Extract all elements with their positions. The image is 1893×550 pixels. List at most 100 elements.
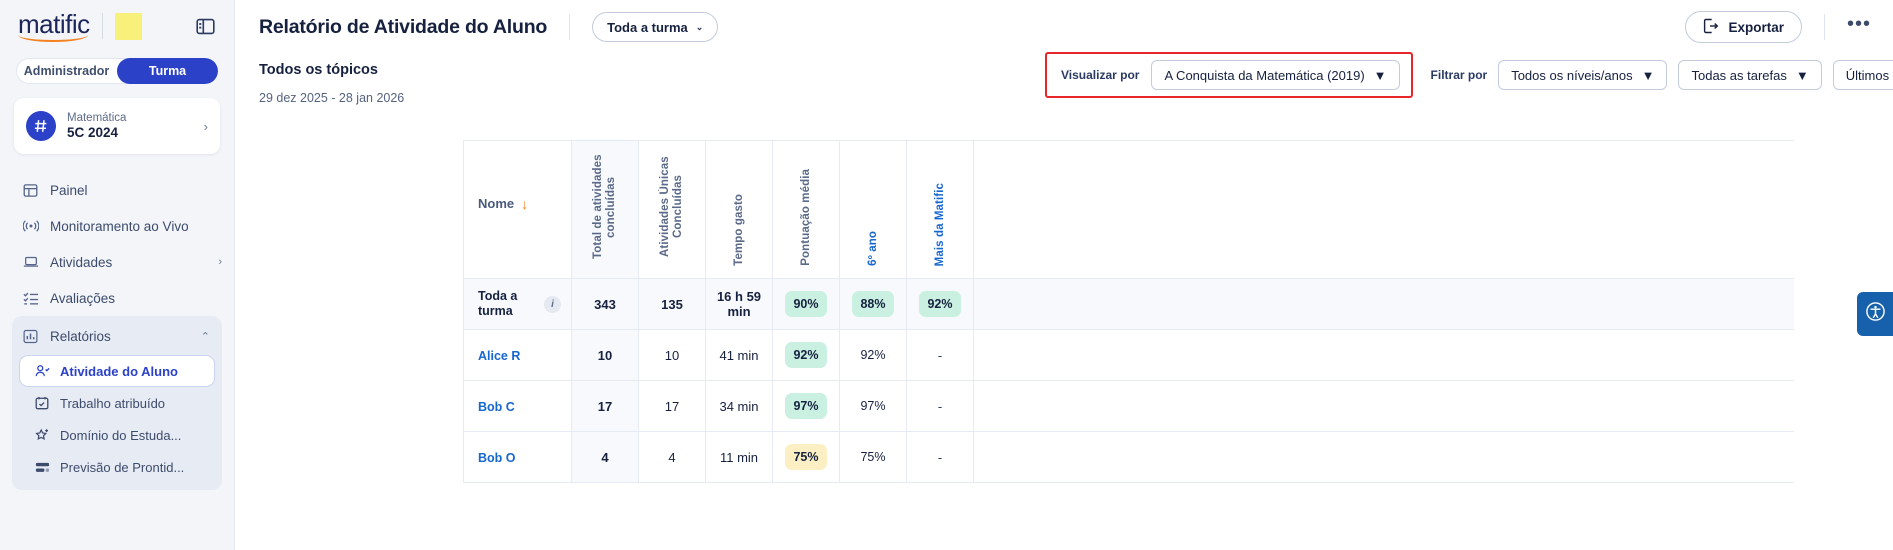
sidebar-label-monitoramento: Monitoramento ao Vivo (50, 218, 189, 234)
summary-total: 343 (571, 278, 639, 330)
class-meta: Matemática 5C 2024 (67, 112, 126, 140)
sidebar-item-trabalho-atribuido[interactable]: Trabalho atribuído (20, 388, 214, 418)
accessibility-icon (1865, 301, 1886, 327)
header-divider (569, 14, 571, 40)
student-name-link[interactable]: Bob O (478, 450, 516, 465)
table-header-row: Nome ↓ Total de atividades concluídas At… (463, 140, 1794, 279)
header-grade-6-label: 6º ano (866, 231, 879, 266)
logo-swoosh-icon (18, 35, 88, 42)
student-name-cell[interactable]: Bob O (463, 431, 572, 483)
sidebar-nav: Painel Monitoramento ao Vivo (0, 172, 234, 490)
header-total-activities-label: Total de atividades concluídas (592, 154, 617, 260)
header-average-score[interactable]: Pontuação média (772, 140, 840, 279)
summary-name-inner: Toda a turma i (478, 289, 571, 319)
header-divider-2 (1823, 14, 1825, 40)
export-label: Exportar (1728, 19, 1784, 35)
header-time-spent[interactable]: Tempo gasto (705, 140, 773, 279)
task-filter-value: Todas as tarefas (1691, 67, 1787, 83)
sidebar-item-dominio-do-estudante[interactable]: Domínio do Estuda... (20, 420, 214, 450)
header-more-matific[interactable]: Mais da Matific (906, 140, 974, 279)
sidebar-item-avaliacoes[interactable]: Avaliações (0, 280, 234, 316)
sidebar-label-previsao-de-prontidao: Previsão de Prontid... (60, 459, 185, 475)
main-content: Relatório de Atividade do Aluno Toda a t… (235, 0, 1893, 550)
logo-text: matific (18, 8, 90, 39)
panel-toggle-icon[interactable] (194, 15, 216, 37)
task-filter-dropdown[interactable]: Todas as tarefas ▼ (1678, 60, 1822, 90)
class-card[interactable]: Matemática 5C 2024 › (14, 98, 220, 154)
summary-score-cell: 90% (772, 278, 840, 330)
summary-score-badge: 90% (785, 291, 827, 317)
segment-turma[interactable]: Turma (117, 58, 218, 84)
matific-logo[interactable]: matific (18, 11, 90, 42)
sidebar-label-dominio-do-estudante: Domínio do Estuda... (60, 427, 182, 443)
student-name-cell[interactable]: Alice R (463, 329, 572, 381)
summary-grade6-cell: 88% (839, 278, 907, 330)
chevron-right-icon[interactable]: › (203, 118, 208, 134)
summary-name-cell: Toda a turma i (463, 278, 572, 330)
chevron-down-icon: ⌄ (695, 21, 704, 32)
header-name-label: Nome (478, 196, 515, 211)
student-time: 11 min (705, 431, 773, 483)
date-filter-dropdown[interactable]: Últimos 30 dias ▼ (1832, 60, 1893, 90)
sidebar-label-painel: Painel (50, 182, 88, 198)
sidebar-item-monitoramento-ao-vivo[interactable]: Monitoramento ao Vivo (0, 208, 234, 244)
checklist-icon (22, 290, 39, 307)
header-unique-activities[interactable]: Atividades Únicas Concluídas (638, 140, 706, 279)
row-filler (973, 380, 1794, 432)
summary-name-label: Toda a turma (478, 289, 518, 318)
date-range-label: 29 dez 2025 - 28 jan 2026 (259, 91, 405, 105)
student-unique: 4 (638, 431, 706, 483)
summary-grade6-badge: 88% (852, 291, 894, 317)
student-name-cell[interactable]: Bob C (463, 380, 572, 432)
chevron-down-icon: ▼ (1795, 67, 1809, 83)
accessibility-widget-button[interactable] (1857, 292, 1893, 336)
chevron-up-icon[interactable]: ⌃ (200, 330, 210, 343)
calendar-check-icon (34, 395, 50, 411)
header-name[interactable]: Nome ↓ (463, 140, 572, 279)
header-grade-6[interactable]: 6º ano (839, 140, 907, 279)
star-plus-icon (34, 427, 50, 443)
curriculum-dropdown[interactable]: A Conquista da Matemática (2019) ▼ (1151, 60, 1400, 90)
sidebar-item-atividade-do-aluno[interactable]: Atividade do Aluno (20, 356, 214, 386)
table-head: Nome ↓ Total de atividades concluídas At… (463, 140, 1794, 279)
student-activity-table: Nome ↓ Total de atividades concluídas At… (463, 140, 1794, 483)
sort-descending-icon[interactable]: ↓ (521, 195, 529, 212)
segment-administrador[interactable]: Administrador (23, 64, 110, 78)
sidebar-item-relatorios[interactable]: Relatórios ⌃ (12, 318, 222, 354)
sidebar-label-trabalho-atribuido: Trabalho atribuído (60, 395, 166, 411)
subheader: Todos os tópicos 29 dez 2025 - 28 jan 20… (235, 54, 1893, 105)
header-more-matific-label: Mais da Matific (933, 182, 946, 266)
student-score-cell: 75% (772, 431, 840, 483)
level-filter-dropdown[interactable]: Todos os níveis/anos ▼ (1498, 60, 1668, 90)
header-total-activities[interactable]: Total de atividades concluídas (571, 140, 639, 279)
sidebar-item-previsao-de-prontidao[interactable]: Previsão de Prontid... (20, 452, 214, 482)
summary-filler (973, 278, 1794, 330)
header-time-spent-label: Tempo gasto (732, 194, 745, 266)
date-filter-value: Últimos 30 dias (1845, 67, 1893, 83)
sidebar-label-relatorios: Relatórios (50, 328, 111, 344)
more-options-icon[interactable]: ••• (1846, 12, 1871, 35)
chevron-down-icon: ▼ (1641, 67, 1655, 83)
row-filler (973, 329, 1794, 381)
sidebar-label-avaliacoes: Avaliações (50, 290, 116, 306)
role-segmented-control[interactable]: Administrador Turma (16, 58, 218, 84)
student-name-link[interactable]: Bob C (478, 399, 515, 414)
sidebar-label-atividades: Atividades (50, 254, 113, 270)
student-total: 17 (571, 380, 639, 432)
class-selector-dropdown[interactable]: Toda a turma ⌄ (592, 12, 719, 42)
view-by-label: Visualizar por (1061, 68, 1140, 82)
summary-time: 16 h 59 min (705, 278, 773, 330)
view-by-highlight: Visualizar por A Conquista da Matemática… (1045, 52, 1413, 98)
class-subject: Matemática (67, 112, 127, 124)
sidebar-item-atividades[interactable]: Atividades › (0, 244, 234, 280)
chevron-down-icon: ▼ (1373, 67, 1387, 83)
student-unique: 10 (638, 329, 706, 381)
info-icon[interactable]: i (544, 295, 561, 313)
export-button[interactable]: Exportar (1685, 11, 1802, 43)
student-name-link[interactable]: Alice R (478, 348, 521, 363)
sidebar-item-painel[interactable]: Painel (0, 172, 234, 208)
yellow-highlight-chip (114, 12, 142, 40)
chevron-right-icon[interactable]: › (218, 256, 222, 268)
progress-bars-icon (34, 459, 50, 475)
